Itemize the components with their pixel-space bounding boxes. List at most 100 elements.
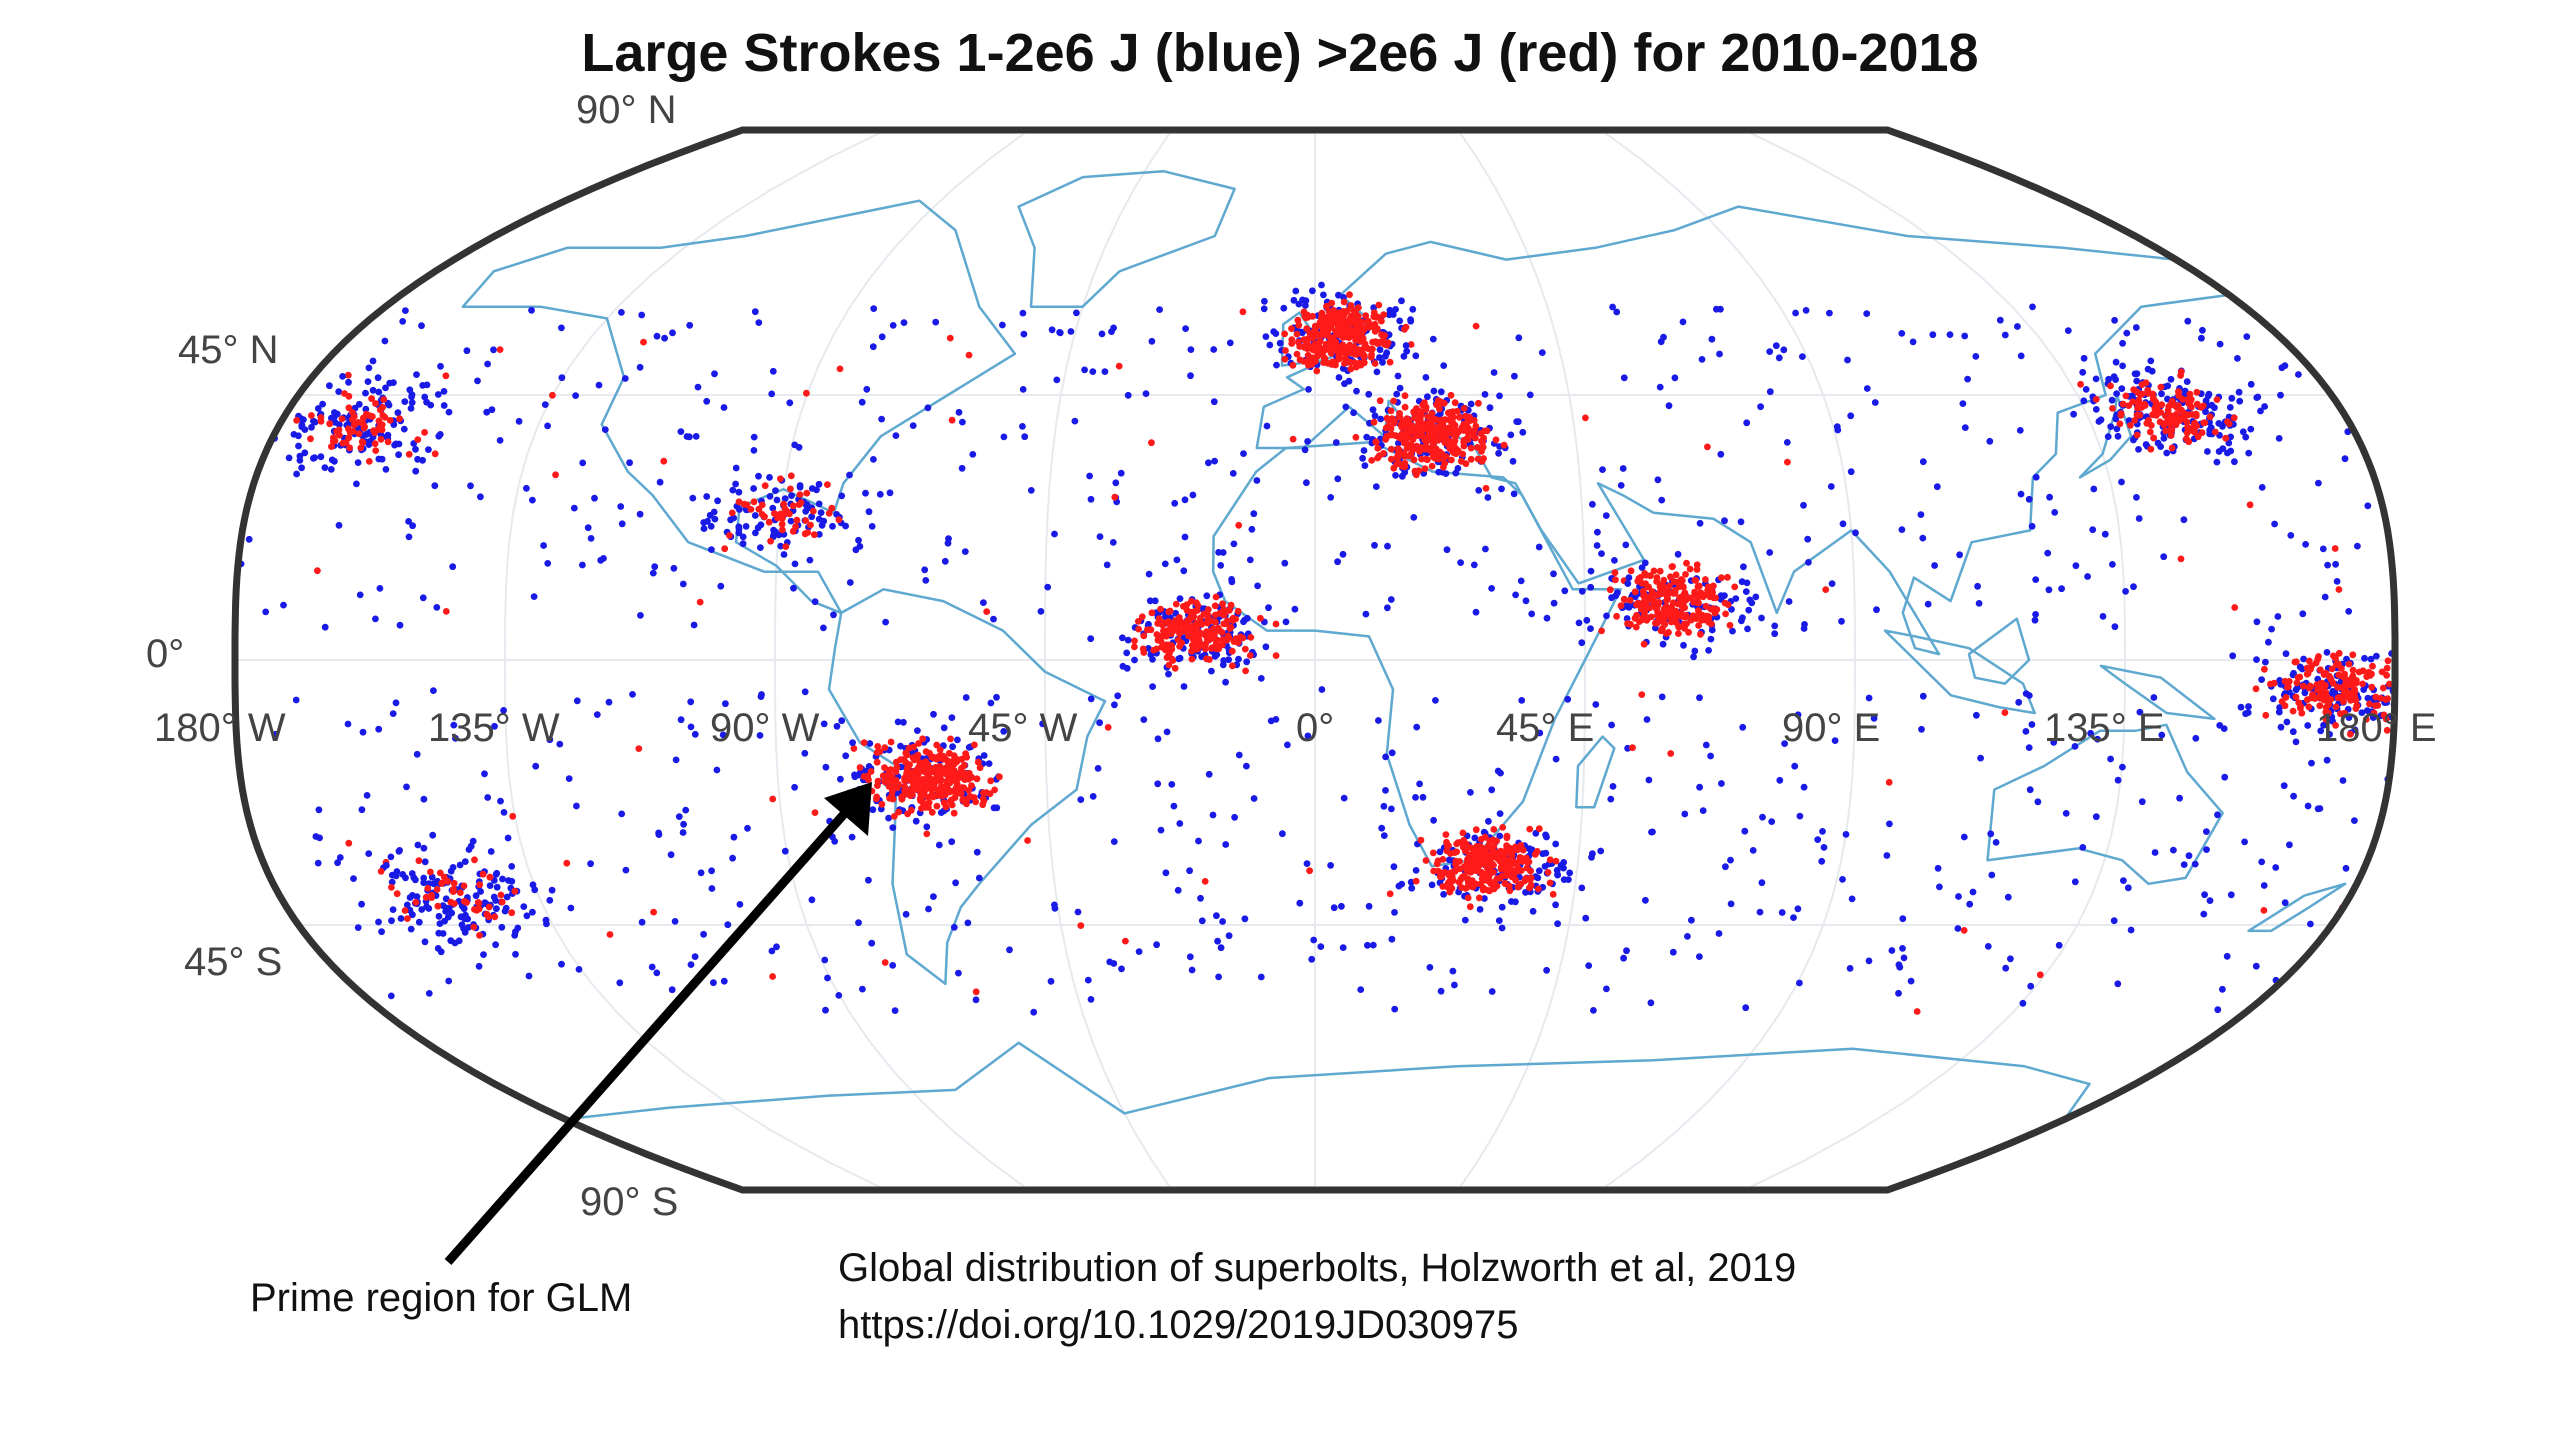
stroke-point-blue	[1389, 311, 1397, 318]
stroke-point-red	[1629, 744, 1636, 752]
stroke-point-red	[1383, 341, 1391, 349]
stroke-point-red	[1382, 434, 1390, 442]
stroke-point-red	[2297, 702, 2304, 710]
stroke-point-red	[974, 758, 982, 766]
stroke-point-blue	[1388, 935, 1396, 943]
stroke-point-blue	[1599, 466, 1606, 473]
stroke-point-red	[761, 513, 768, 521]
stroke-point-red	[1508, 873, 1516, 881]
stroke-point-blue	[1625, 604, 1633, 611]
stroke-point-blue	[1543, 966, 1550, 974]
stroke-point-red	[486, 873, 494, 881]
stroke-point-blue	[1783, 439, 1791, 446]
stroke-point-blue	[2277, 391, 2284, 399]
stroke-point-blue	[1429, 335, 1437, 343]
stroke-point-blue	[1525, 845, 1533, 853]
stroke-point-blue	[1744, 625, 1751, 633]
stroke-point-blue	[2028, 522, 2036, 530]
stroke-point-red	[2383, 671, 2391, 679]
stroke-point-blue	[397, 915, 405, 922]
stroke-point-blue	[870, 456, 877, 463]
stroke-point-red	[1219, 636, 1227, 644]
stroke-point-blue	[2090, 485, 2098, 493]
stroke-point-red	[922, 804, 930, 811]
stroke-point-blue	[815, 515, 823, 523]
stroke-point-red	[1464, 429, 1472, 437]
stroke-point-blue	[419, 456, 426, 464]
lon-label-90e: 90° E	[1782, 706, 1881, 750]
stroke-point-red	[2331, 545, 2339, 552]
stroke-point-red	[769, 795, 777, 803]
stroke-point-blue	[2216, 340, 2224, 348]
stroke-point-blue	[1270, 328, 1278, 335]
stroke-point-red	[1397, 422, 1405, 430]
stroke-point-blue	[401, 398, 409, 405]
stroke-point-blue	[2315, 479, 2322, 487]
stroke-point-blue	[2017, 490, 2025, 498]
stroke-point-blue	[1350, 409, 1357, 417]
stroke-point-red	[1461, 847, 1469, 855]
stroke-point-blue	[2123, 329, 2131, 337]
stroke-point-red	[1653, 578, 1661, 585]
stroke-point-blue	[980, 752, 988, 759]
stroke-point-blue	[544, 560, 552, 567]
stroke-point-blue	[796, 483, 804, 491]
stroke-point-blue	[757, 544, 764, 551]
stroke-point-red	[1435, 423, 1443, 431]
stroke-point-blue	[2228, 394, 2236, 402]
stroke-point-blue	[2050, 738, 2058, 746]
stroke-point-red	[1667, 750, 1675, 757]
stroke-point-blue	[1684, 933, 1691, 940]
stroke-point-blue	[1592, 701, 1600, 708]
stroke-point-blue	[1254, 582, 1261, 590]
stroke-point-blue	[389, 710, 397, 717]
stroke-point-red	[835, 516, 843, 524]
stroke-point-red	[940, 755, 948, 763]
stroke-point-blue	[1609, 303, 1616, 311]
stroke-point-red	[923, 830, 931, 838]
stroke-point-red	[962, 752, 970, 760]
stroke-point-red	[1493, 875, 1501, 883]
stroke-point-blue	[1593, 542, 1601, 549]
stroke-point-red	[1212, 645, 1220, 653]
stroke-point-blue	[1186, 867, 1193, 875]
stroke-point-blue	[2243, 333, 2251, 340]
stroke-point-blue	[1594, 528, 1601, 536]
stroke-point-blue	[486, 882, 494, 889]
stroke-point-red	[1722, 610, 1729, 618]
stroke-point-red	[1159, 621, 1166, 629]
stroke-point-blue	[638, 918, 646, 926]
stroke-point-blue	[1168, 781, 1176, 788]
stroke-point-red	[2314, 655, 2322, 663]
stroke-point-red	[881, 744, 889, 751]
stroke-point-blue	[1154, 780, 1162, 788]
stroke-point-red	[1726, 621, 1734, 629]
stroke-point-red	[436, 869, 444, 877]
stroke-point-red	[811, 809, 819, 816]
stroke-point-red	[1477, 835, 1485, 843]
stroke-point-red	[2338, 673, 2346, 680]
stroke-point-blue	[1946, 331, 1954, 338]
stroke-point-red	[1212, 593, 1220, 601]
stroke-point-blue	[1165, 670, 1172, 678]
stroke-point-blue	[1498, 485, 1505, 493]
stroke-point-blue	[2198, 334, 2205, 342]
stroke-point-blue	[959, 418, 966, 426]
stroke-point-blue	[1110, 960, 1118, 967]
stroke-point-blue	[815, 500, 823, 508]
stroke-point-blue	[739, 540, 747, 548]
stroke-point-red	[1534, 885, 1542, 893]
stroke-point-red	[428, 894, 435, 901]
stroke-point-red	[1668, 615, 1676, 623]
stroke-point-red	[938, 776, 945, 784]
stroke-point-blue	[595, 381, 603, 389]
stroke-point-blue	[1707, 635, 1715, 643]
stroke-point-blue	[1243, 658, 1251, 666]
stroke-point-blue	[2135, 515, 2143, 522]
stroke-point-blue	[1391, 909, 1398, 916]
stroke-point-red	[1678, 577, 1686, 584]
stroke-point-red	[485, 903, 493, 911]
stroke-point-blue	[855, 536, 862, 544]
citation-doi: https://doi.org/10.1029/2019JD030975	[838, 1303, 1519, 1347]
stroke-point-red	[1705, 618, 1712, 626]
